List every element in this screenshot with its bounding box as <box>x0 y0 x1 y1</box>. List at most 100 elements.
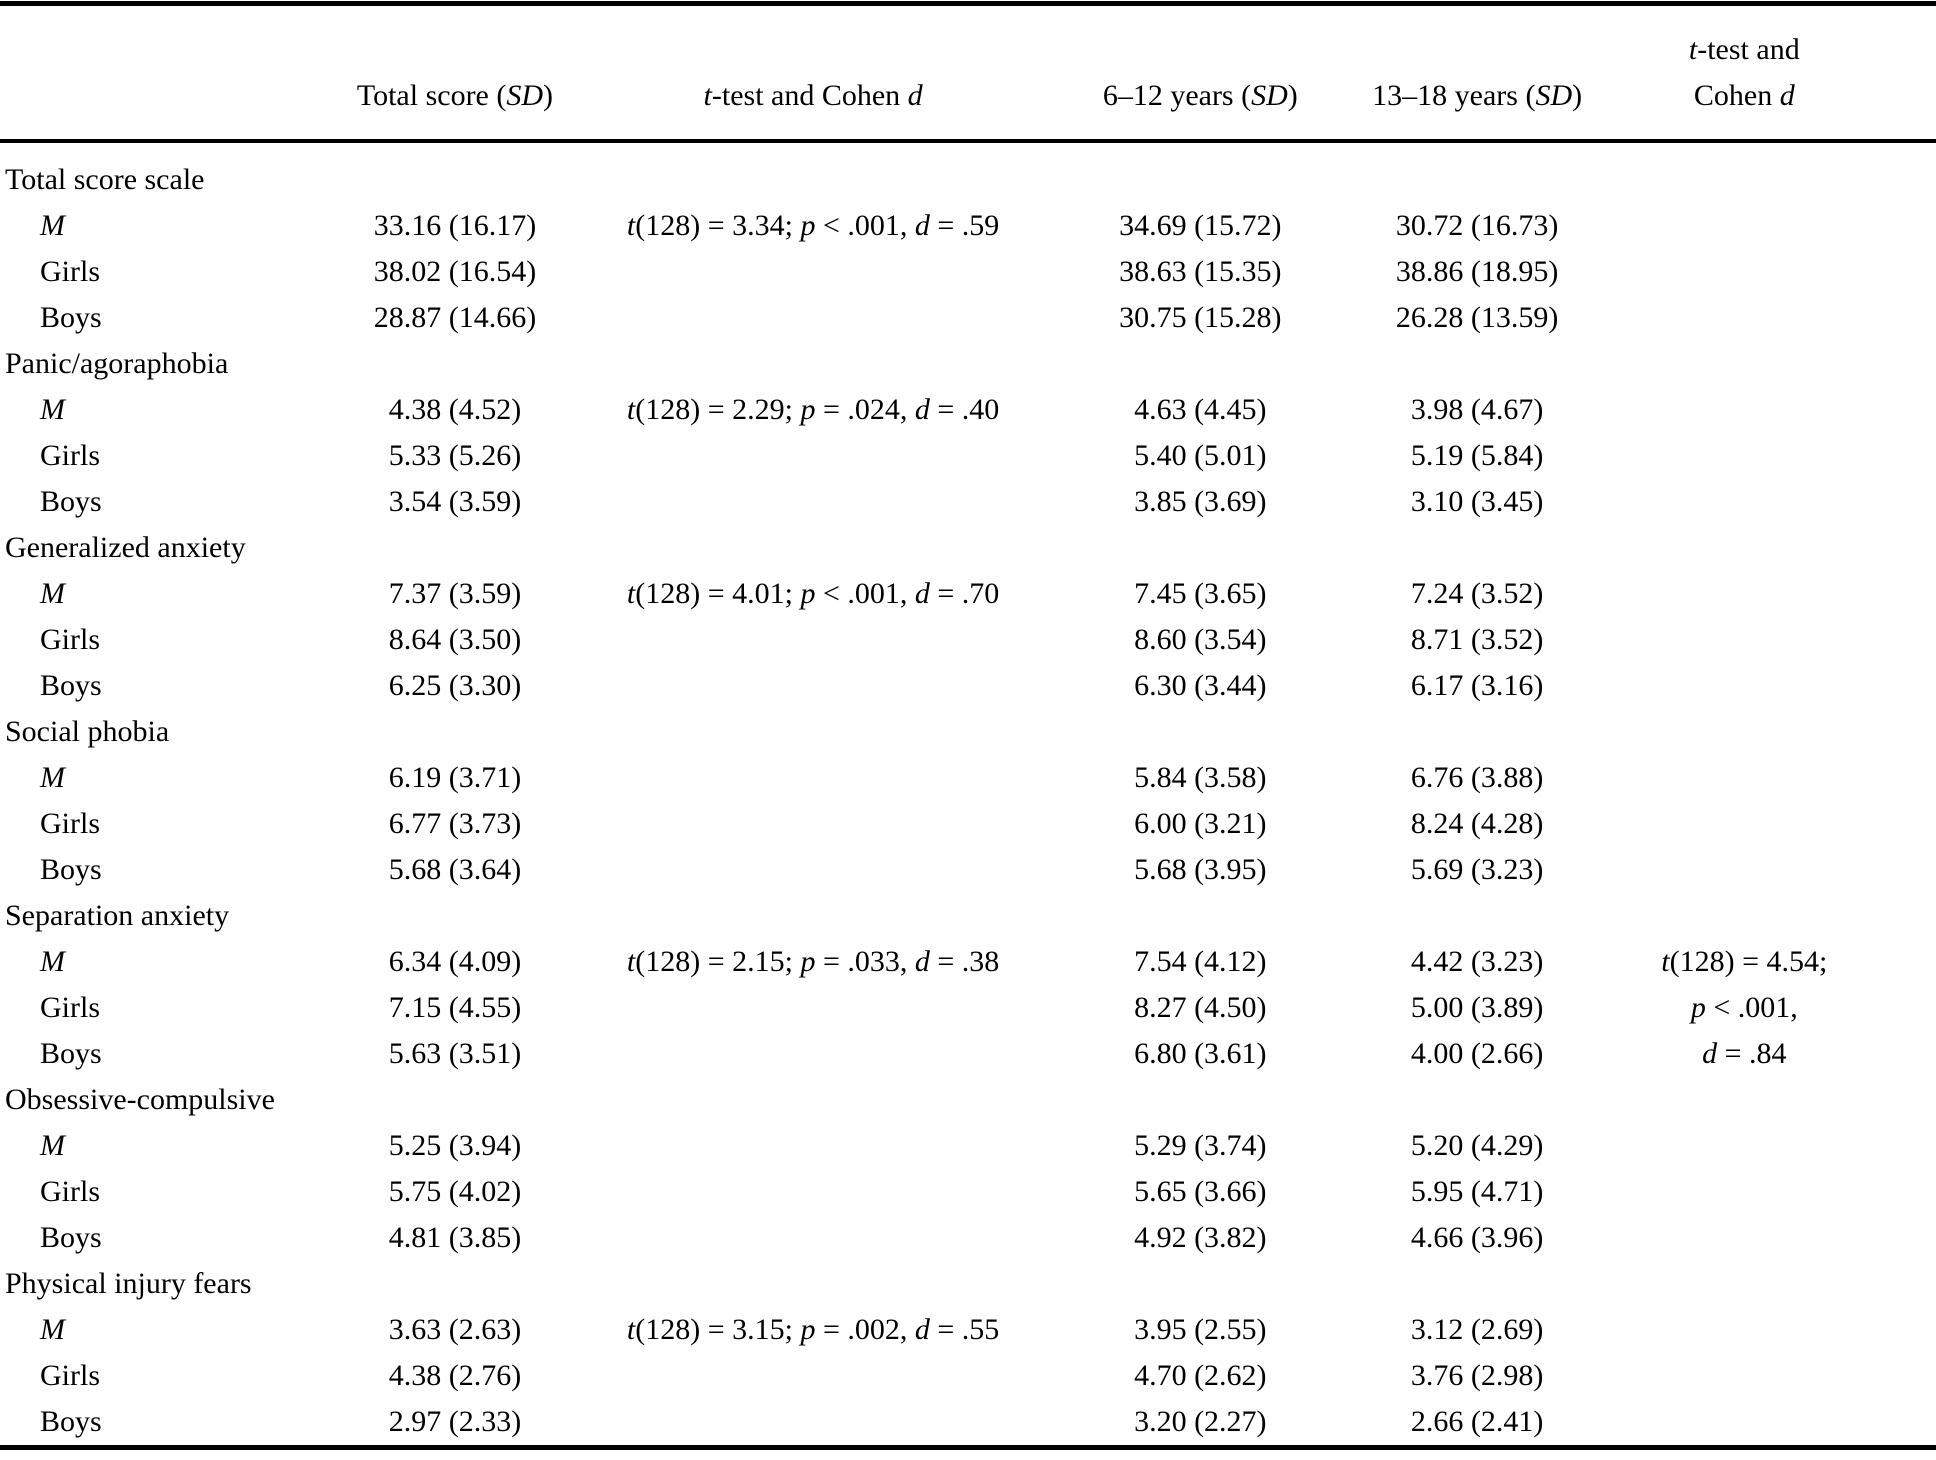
cell-t-test-age <box>1609 1353 1880 1399</box>
cell-t-test-age: t(128) = 4.54; <box>1661 945 1828 978</box>
row-label: Girls <box>40 255 100 288</box>
cell-6-12-years: 3.95 (2.55) <box>1134 1313 1267 1346</box>
table-row: Boys 5.68 (3.64) 5.68 (3.95) 5.69 (3.23) <box>0 847 1936 893</box>
table-row: Girls 5.33 (5.26) 5.40 (5.01) 5.19 (5.84) <box>0 433 1936 479</box>
row-label: M <box>40 1313 65 1346</box>
cell-t-test: t(128) = 2.15; p = .033, d = .38 <box>626 945 1000 978</box>
cell-t-test-age <box>1609 847 1880 893</box>
cell-total-score: 7.15 (4.55) <box>388 991 522 1024</box>
cell-13-18-years: 6.76 (3.88) <box>1410 761 1544 794</box>
cell-t-test <box>571 801 1055 847</box>
table-section-row: Generalized anxiety <box>0 525 1936 571</box>
cell-13-18-years: 8.71 (3.52) <box>1410 623 1544 656</box>
row-label: M <box>40 761 65 794</box>
header-13-18-years: 13–18 years (SD) <box>1372 79 1583 112</box>
cell-6-12-years: 5.40 (5.01) <box>1134 439 1267 472</box>
row-label: M <box>40 209 65 242</box>
cell-6-12-years: 6.80 (3.61) <box>1134 1037 1267 1070</box>
cell-t-test: t(128) = 3.34; p < .001, d = .59 <box>626 209 1000 242</box>
table-row: Boys 3.54 (3.59) 3.85 (3.69) 3.10 (3.45) <box>0 479 1936 525</box>
cell-t-test: t(128) = 4.01; p < .001, d = .70 <box>626 577 1000 610</box>
cell-total-score: 5.63 (3.51) <box>388 1037 522 1070</box>
header-total-score: Total score (SD) <box>356 79 554 112</box>
cell-t-test <box>571 1123 1055 1169</box>
cell-6-12-years: 5.84 (3.58) <box>1134 761 1267 794</box>
cell-total-score: 28.87 (14.66) <box>373 301 537 334</box>
cell-6-12-years: 4.92 (3.82) <box>1134 1221 1267 1254</box>
section-title: Total score scale <box>5 163 205 196</box>
cell-6-12-years: 8.60 (3.54) <box>1134 623 1267 656</box>
cell-t-test-age <box>1609 1123 1880 1169</box>
table-row: Boys 4.81 (3.85) 4.92 (3.82) 4.66 (3.96) <box>0 1215 1936 1261</box>
cell-13-18-years: 8.24 (4.28) <box>1410 807 1544 840</box>
cell-6-12-years: 7.45 (3.65) <box>1134 577 1267 610</box>
table-top-rule <box>0 1 1936 6</box>
row-label: Boys <box>40 669 102 702</box>
cell-13-18-years: 3.76 (2.98) <box>1410 1359 1544 1392</box>
cell-t-test <box>571 1353 1055 1399</box>
cell-13-18-years: 5.00 (3.89) <box>1410 991 1544 1024</box>
cell-13-18-years: 5.19 (5.84) <box>1410 439 1544 472</box>
cell-t-test <box>571 1399 1055 1445</box>
cell-t-test <box>571 985 1055 1031</box>
cell-t-test-age <box>1609 1169 1880 1215</box>
cell-13-18-years: 30.72 (16.73) <box>1395 209 1559 242</box>
cell-t-test-age <box>1609 203 1880 249</box>
cell-13-18-years: 3.98 (4.67) <box>1410 393 1544 426</box>
row-label: Boys <box>40 1221 102 1254</box>
cell-t-test-age: p < .001, <box>1690 991 1798 1024</box>
cell-t-test-age <box>1609 479 1880 525</box>
table-row: Boys 28.87 (14.66) 30.75 (15.28) 26.28 (13.… <box>0 295 1936 341</box>
table-section-row: Physical injury fears <box>0 1261 1936 1307</box>
row-label: Boys <box>40 485 102 518</box>
row-label: Girls <box>40 1359 100 1392</box>
cell-total-score: 3.63 (2.63) <box>388 1313 522 1346</box>
row-label: Boys <box>40 1037 102 1070</box>
cell-6-12-years: 3.20 (2.27) <box>1134 1405 1267 1438</box>
cell-t-test-age <box>1609 295 1880 341</box>
table-row: M 6.34 (4.09) t(128) = 2.15; p = .033, d =… <box>0 939 1936 985</box>
cell-t-test <box>571 433 1055 479</box>
cell-6-12-years: 34.69 (15.72) <box>1119 209 1282 242</box>
cell-t-test <box>571 755 1055 801</box>
cell-13-18-years: 3.12 (2.69) <box>1410 1313 1544 1346</box>
table-row: Girls 38.02 (16.54) 38.63 (15.35) 38.86 (18… <box>0 249 1936 295</box>
cell-total-score: 6.34 (4.09) <box>388 945 522 978</box>
table-row: M 7.37 (3.59) t(128) = 4.01; p < .001, d =… <box>0 571 1936 617</box>
section-title: Separation anxiety <box>5 899 230 932</box>
cell-13-18-years: 4.42 (3.23) <box>1410 945 1544 978</box>
cell-6-12-years: 5.29 (3.74) <box>1134 1129 1267 1162</box>
cell-13-18-years: 4.66 (3.96) <box>1410 1221 1544 1254</box>
table-row: M 6.19 (3.71) 5.84 (3.58) 6.76 (3.88) <box>0 755 1936 801</box>
table-row: Girls 4.38 (2.76) 4.70 (2.62) 3.76 (2.98) <box>0 1353 1936 1399</box>
cell-t-test: t(128) = 3.15; p = .002, d = .55 <box>626 1313 1000 1346</box>
row-label: Boys <box>40 301 102 334</box>
cell-total-score: 2.97 (2.33) <box>388 1405 522 1438</box>
header-t-test-age-label: t-test and Cohen d <box>1688 33 1800 112</box>
cell-total-score: 5.75 (4.02) <box>388 1175 522 1208</box>
table-section-row: Social phobia <box>0 709 1936 755</box>
cell-6-12-years: 4.63 (4.45) <box>1134 393 1267 426</box>
cell-t-test <box>571 847 1055 893</box>
table-row: Boys 2.97 (2.33) 3.20 (2.27) 2.66 (2.41) <box>0 1399 1936 1445</box>
cell-total-score: 38.02 (16.54) <box>373 255 537 288</box>
table-row: Girls 5.75 (4.02) 5.65 (3.66) 5.95 (4.71) <box>0 1169 1936 1215</box>
cell-13-18-years: 3.10 (3.45) <box>1410 485 1544 518</box>
table-row: Boys 6.25 (3.30) 6.30 (3.44) 6.17 (3.16) <box>0 663 1936 709</box>
cell-total-score: 7.37 (3.59) <box>388 577 522 610</box>
header-6-12-years: 6–12 years (SD) <box>1102 79 1298 112</box>
row-label: Girls <box>40 1175 100 1208</box>
cell-t-test <box>571 1169 1055 1215</box>
row-label: Girls <box>40 807 100 840</box>
table-row: Girls 7.15 (4.55) 8.27 (4.50) 5.00 (3.89) p … <box>0 985 1936 1031</box>
cell-total-score: 3.54 (3.59) <box>388 485 522 518</box>
cell-total-score: 4.38 (2.76) <box>388 1359 522 1392</box>
cell-t-test <box>571 1031 1055 1077</box>
cell-t-test: t(128) = 2.29; p = .024, d = .40 <box>626 393 1000 426</box>
cell-13-18-years: 5.95 (4.71) <box>1410 1175 1544 1208</box>
cell-total-score: 5.33 (5.26) <box>388 439 522 472</box>
row-label: Boys <box>40 853 102 886</box>
section-title: Obsessive-compulsive <box>5 1083 275 1116</box>
table-row: M 4.38 (4.52) t(128) = 2.29; p = .024, d =… <box>0 387 1936 433</box>
cell-total-score: 4.81 (3.85) <box>388 1221 522 1254</box>
